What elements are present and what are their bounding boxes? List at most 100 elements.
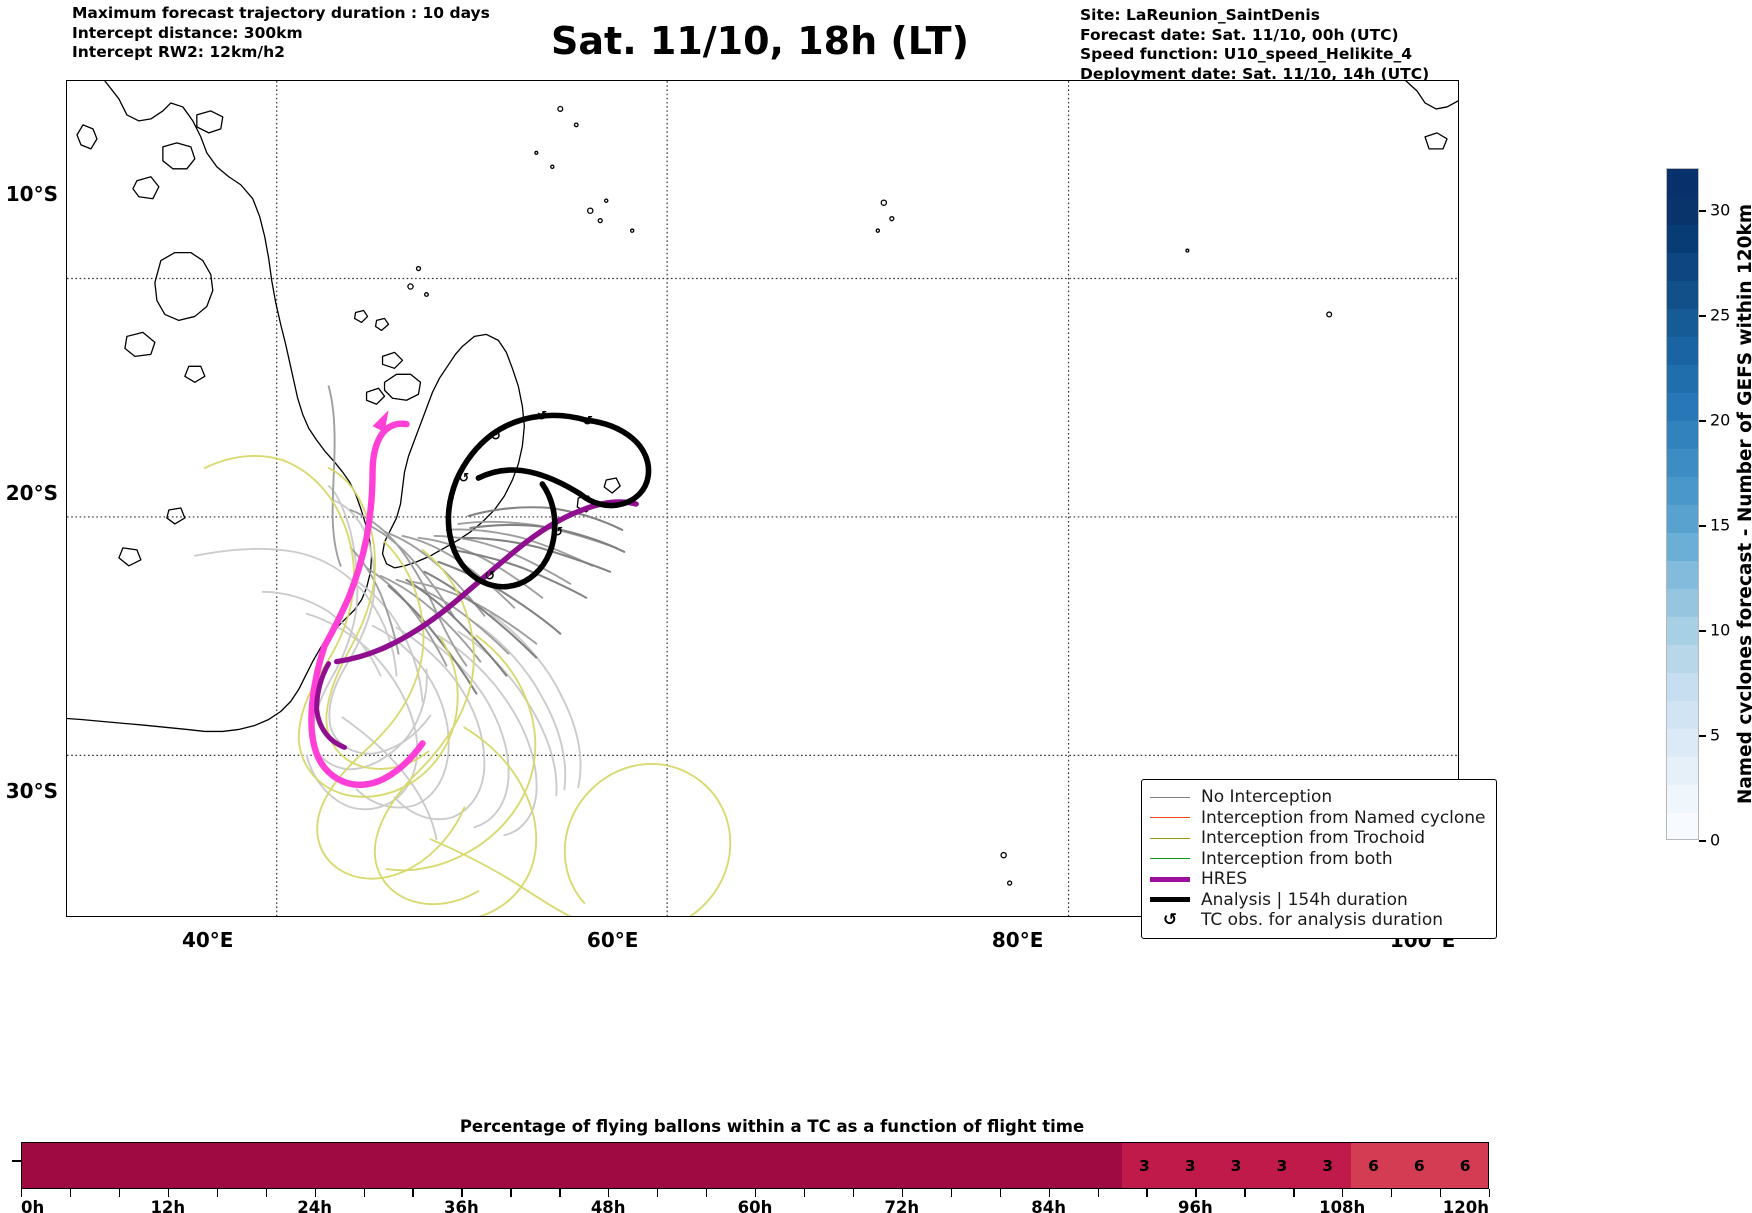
svg-text:↺: ↺ <box>484 569 495 584</box>
percentage-cell-21 <box>984 1143 1030 1188</box>
percentage-axis-label-8: 96h <box>1178 1198 1213 1213</box>
percentage-axis-tick-2 <box>118 1189 121 1197</box>
percentage-axis-tick-19 <box>950 1189 953 1197</box>
percentage-cell-18 <box>846 1143 893 1188</box>
lat-tick-2: 30°S <box>5 779 58 804</box>
map-legend[interactable]: No Interception Interception from Named c… <box>1141 779 1497 939</box>
legend-item-4[interactable]: HRES <box>1150 869 1486 890</box>
percentage-axis-tick-13 <box>657 1189 659 1197</box>
percentage-cell-6 <box>296 1143 343 1188</box>
colorbar-title-text: Named cyclones forecast - Number of GEFS… <box>1735 203 1752 805</box>
percentage-cell-25: 3 <box>1167 1143 1214 1188</box>
colorbar-segment-14 <box>1667 561 1698 589</box>
percentage-cell-31: 6 <box>1442 1143 1488 1188</box>
legend-line-3 <box>1150 858 1190 860</box>
header-right-line-2: Forecast date: Sat. 11/10, 00h (UTC) <box>1080 25 1399 44</box>
percentage-cell-16 <box>755 1143 801 1188</box>
percentage-cell-12 <box>571 1143 618 1188</box>
forecast-map[interactable]: ↺ ↺ ↺ ↺ ↺ ↺ <box>66 80 1459 917</box>
percentage-axis-tick-4 <box>216 1189 219 1197</box>
legend-item-5[interactable]: Analysis | 154h duration <box>1150 890 1486 911</box>
percentage-cell-1 <box>67 1143 114 1188</box>
colorbar-tick-3 <box>1699 525 1706 527</box>
colorbar-segment-3 <box>1667 253 1698 281</box>
lon-tick-1: 60°E <box>586 928 639 952</box>
colorbar-title: Named cyclones forecast - Number of GEFS… <box>1735 168 1752 840</box>
colorbar-segment-4 <box>1667 281 1698 309</box>
legend-item-3[interactable]: Interception from both <box>1150 849 1486 870</box>
colorbar-ticklabel-1: 5 <box>1710 725 1721 745</box>
tc-obs-markers: ↺ ↺ ↺ ↺ ↺ ↺ <box>458 409 593 584</box>
percentage-cell-23 <box>1075 1143 1122 1188</box>
percentage-cell-2 <box>113 1143 160 1188</box>
percentage-axis-tick-18 <box>901 1189 904 1197</box>
legend-label-6: TC obs. for analysis duration <box>1201 910 1444 931</box>
percentage-cell-14 <box>663 1143 710 1188</box>
svg-text:↺: ↺ <box>458 471 469 486</box>
trajectory-analysis <box>445 412 652 590</box>
percentage-cell-28: 3 <box>1304 1143 1351 1188</box>
percentage-axis-label-7: 84h <box>1031 1198 1066 1213</box>
percentage-axis-tick-6 <box>314 1189 316 1197</box>
colorbar-segment-2 <box>1667 225 1698 253</box>
colorbar-tick-2 <box>1699 630 1706 632</box>
percentage-cell-20 <box>938 1143 985 1188</box>
header-right-info: Site: LaReunion_SaintDenis Forecast date:… <box>1080 6 1429 84</box>
colorbar-segment-13 <box>1667 533 1698 561</box>
colorbar-tick-5 <box>1699 315 1706 317</box>
legend-label-4: HRES <box>1201 869 1248 890</box>
colorbar-segment-21 <box>1667 757 1698 785</box>
colorbar-segment-7 <box>1667 365 1698 393</box>
percentage-axis-label-6: 72h <box>884 1198 920 1213</box>
legend-item-0[interactable]: No Interception <box>1150 787 1486 808</box>
colorbar-segment-19 <box>1667 701 1698 729</box>
percentage-cell-13 <box>617 1143 664 1188</box>
percentage-axis-tick-22 <box>1097 1189 1099 1197</box>
percentage-axis-tick-23 <box>1146 1189 1148 1197</box>
colorbar-segment-0 <box>1667 169 1698 197</box>
header-left-line-1: Maximum forecast trajectory duration : 1… <box>72 4 490 22</box>
header-right-line-3: Speed function: U10_speed_Helikite_4 <box>1080 45 1413 63</box>
legend-item-2[interactable]: Interception from Trochoid <box>1150 828 1486 849</box>
percentage-axis-tick-0 <box>21 1189 23 1197</box>
legend-item-1[interactable]: Interception from Named cyclone <box>1150 808 1486 829</box>
colorbar-segment-5 <box>1667 309 1698 337</box>
header-left-line-2: Intercept distance: 300km <box>72 23 303 42</box>
colorbar[interactable]: 0 5 10 15 20 25 30 <box>1666 168 1752 850</box>
percentage-axis-tick-25 <box>1244 1189 1246 1197</box>
colorbar-ticklabel-2: 10 <box>1710 620 1731 640</box>
colorbar-ticklabel-5: 25 <box>1710 305 1731 325</box>
percentage-axis-tick-15 <box>755 1189 757 1197</box>
svg-text:↺: ↺ <box>582 414 593 429</box>
svg-text:↺: ↺ <box>490 429 501 444</box>
legend-item-6[interactable]: ↺ TC obs. for analysis duration <box>1150 910 1486 931</box>
legend-label-2: Interception from Trochoid <box>1201 828 1425 849</box>
lon-tick-2: 80°E <box>991 928 1044 952</box>
lat-tick-0: 10°S <box>5 181 58 206</box>
header-left-info: Maximum forecast trajectory duration : 1… <box>72 4 490 63</box>
colorbar-segment-8 <box>1667 393 1698 421</box>
colorbar-segment-1 <box>1667 197 1698 225</box>
legend-line-swatch-4 <box>1150 876 1190 882</box>
percentage-cell-5 <box>251 1143 297 1188</box>
colorbar-segment-17 <box>1667 645 1698 673</box>
legend-line-0 <box>1150 796 1190 798</box>
percentage-axis-tick-1 <box>69 1189 72 1197</box>
colorbar-segment-12 <box>1667 505 1698 533</box>
percentage-axis-tick-9 <box>461 1189 463 1197</box>
percentage-axis-tick-8 <box>412 1189 414 1197</box>
percentage-axis-tick-20 <box>999 1189 1001 1197</box>
percentage-cell-10 <box>480 1143 526 1188</box>
colorbar-segment-15 <box>1667 589 1698 617</box>
percentage-axis-tick-11 <box>559 1189 561 1197</box>
legend-label-1: Interception from Named cyclone <box>1201 807 1486 828</box>
percentage-axis-label-2: 24h <box>297 1198 332 1213</box>
legend-line-1 <box>1150 817 1190 819</box>
percentage-cell-29: 6 <box>1350 1143 1397 1188</box>
colorbar-segment-22 <box>1667 785 1698 813</box>
header-right-line-1: Site: LaReunion_SaintDenis <box>1080 6 1320 24</box>
map-canvas: ↺ ↺ ↺ ↺ ↺ ↺ <box>67 81 1458 916</box>
legend-line-5 <box>1150 897 1190 903</box>
legend-line-swatch-3 <box>1150 858 1190 860</box>
